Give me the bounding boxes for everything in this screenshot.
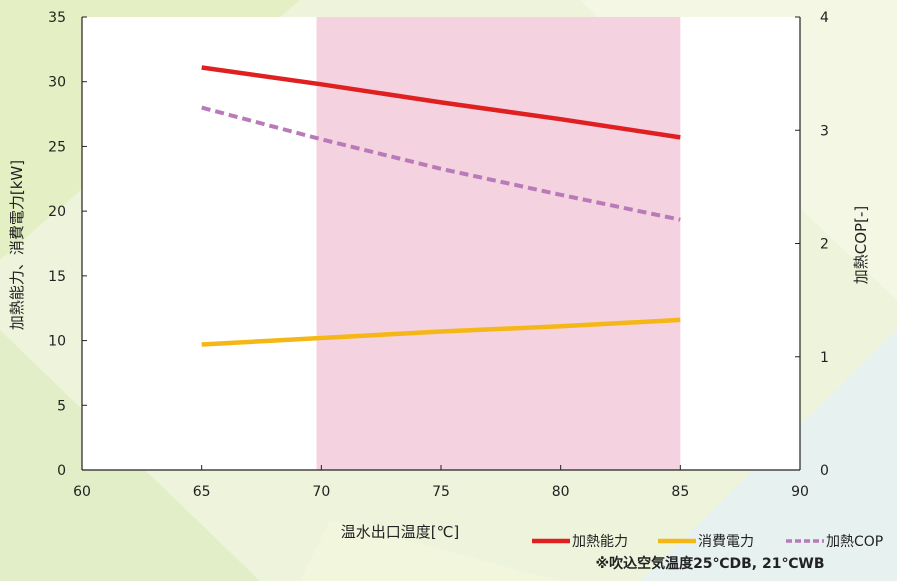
y-left-tick-label: 35 [48, 10, 66, 26]
x-axis-title: 温水出口温度[℃] [341, 523, 460, 541]
note-text: ※吹込空気温度25℃DB, 21℃WB [595, 555, 824, 572]
y-right-tick-label: 1 [820, 350, 829, 366]
y-right-tick-label: 0 [820, 463, 829, 479]
legend-label-3: 加熱COP [826, 534, 883, 550]
series-line-3 [201, 105, 681, 222]
y-left-tick-label: 25 [48, 139, 66, 155]
y-right-tick-label: 2 [820, 237, 829, 253]
legend-label-1: 加熱能力 [572, 534, 628, 550]
y-right-axis-title: 加熱COP[-] [852, 206, 870, 284]
legend-label-2: 消費電力 [698, 534, 754, 550]
x-tick-label: 90 [791, 484, 809, 500]
legend: 加熱能力 消費電力 加熱COP [532, 534, 883, 550]
y-left-tick-label: 10 [48, 334, 66, 350]
x-tick-label: 85 [671, 484, 689, 500]
y-left-tick-label: 15 [48, 269, 66, 285]
operating-range-shading [316, 17, 681, 470]
y-right-tick-label: 3 [820, 123, 829, 139]
x-tick-label: 80 [552, 484, 570, 500]
y-left-axis-title: 加熱能力、消費電力[kW] [8, 160, 26, 330]
x-tick-label: 75 [432, 484, 450, 500]
x-tick-label: 70 [312, 484, 330, 500]
y-left-tick-label: 30 [48, 75, 66, 91]
y-right-tick-label: 4 [820, 10, 829, 26]
y-left-tick-label: 5 [57, 398, 66, 414]
x-tick-label: 65 [193, 484, 211, 500]
x-tick-label: 60 [73, 484, 91, 500]
series-line-1 [201, 65, 681, 140]
y-left-tick-label: 0 [57, 463, 66, 479]
y-left-tick-label: 20 [48, 204, 66, 220]
series-line-2 [201, 317, 681, 347]
